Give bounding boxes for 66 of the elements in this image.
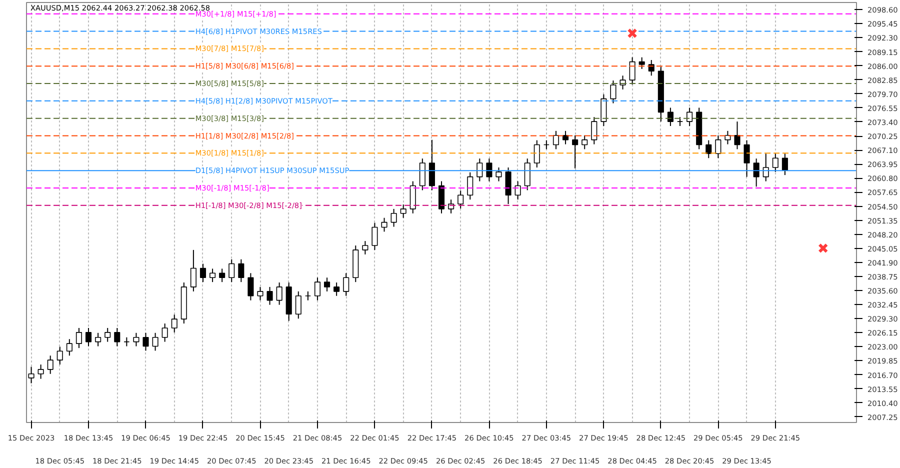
candlestick [56,346,63,366]
candlestick [228,258,235,283]
candlestick [524,158,530,191]
candlestick [753,158,760,188]
candlestick [428,139,435,191]
candlestick [582,134,588,150]
candlestick [638,56,645,70]
candlestick [782,153,788,176]
candlestick [85,327,92,347]
candlestick [362,240,368,255]
candlestick [276,282,282,306]
candlestick [190,249,196,292]
candlestick [343,272,350,296]
candlestick [591,116,598,145]
candlestick [381,217,388,232]
candlestick [171,314,178,333]
candlestick [200,263,206,283]
candlestick [38,364,44,380]
candlestick [76,327,82,349]
candlestick [219,268,226,283]
candlestick [572,134,578,169]
candlestick [706,140,712,159]
candlestick [744,140,750,178]
candlestick [152,332,158,352]
candlestick [114,327,120,347]
candlestick [257,286,264,301]
candlestick [314,277,320,301]
candlestick [552,130,560,150]
candlestick [210,268,216,283]
candlestick [390,208,397,228]
candlestick [334,282,340,296]
candlestick [715,134,722,159]
candlestick [400,204,406,218]
candlestick [266,286,273,306]
candlestick [66,338,72,356]
candlestick [686,107,693,127]
candlestick [162,323,168,342]
candlestick [610,80,616,104]
candlestick [629,56,636,86]
candlestick [496,166,502,182]
candlestick [372,222,378,250]
candlestick [772,153,778,172]
candlestick [28,366,34,384]
candlestick [95,332,102,347]
candlestick [600,94,607,127]
candlestick [419,158,426,191]
candlestick [486,158,492,182]
candlestick [142,332,149,352]
candlestick [248,272,254,301]
candlestick [238,258,244,283]
candlestick [505,166,512,205]
candlestick [295,290,302,320]
candlestick [133,332,140,347]
candlestick [324,277,330,292]
candlestick [410,180,416,214]
candlestick [104,327,111,342]
candlestick [534,140,540,168]
candlestick [124,336,130,347]
candlestick [476,158,483,182]
candlestick [734,121,740,150]
candlestick [47,355,54,374]
candlestick [514,180,521,200]
candlestick [667,107,674,127]
candlestick [458,190,464,209]
candlestick [467,172,474,200]
candlestick [438,180,445,214]
